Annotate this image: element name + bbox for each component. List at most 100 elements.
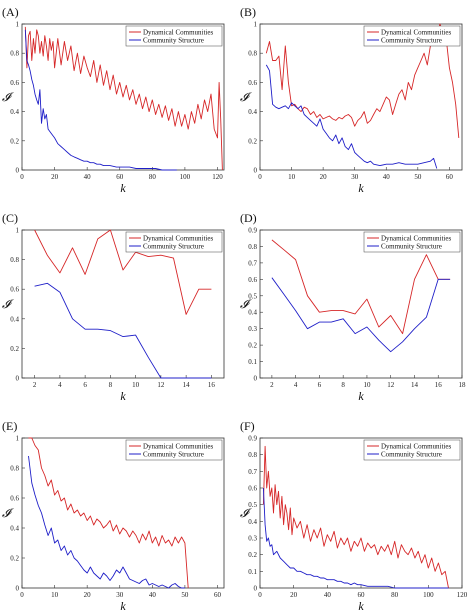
y-tick-label: 0.6 [248,79,257,87]
x-tick-label: 0 [20,173,24,181]
y-tick-label: 0.4 [248,518,257,526]
panel-label: (D) [240,211,257,225]
chart-panel-2: (B) 0 10 20 30 40 50 60 0 0.2 0.4 0.6 0.8 1 k 𝓘 Dynamica… [240,5,463,195]
legend-entry: Community Structure [143,37,204,45]
x-tick-label: 100 [180,173,191,181]
x-tick-label: 0 [258,591,262,599]
x-tick-label: 14 [183,381,191,389]
panel-label: (E) [2,419,17,433]
legend-box [363,25,461,47]
y-tick-label: 0.8 [10,50,19,58]
x-tick-label: 60 [214,591,222,599]
y-tick-label: 0.6 [10,286,19,294]
x-tick-label: 40 [84,173,92,181]
y-axis-label: 𝓘 [2,297,14,311]
y-tick-label: 0 [16,375,20,383]
x-tick-label: 6 [318,381,322,389]
chart-panel-1: (A) 0 20 40 60 80 100 120 0 0.2 0.4 0.6 0.8 1 k 𝓘 Dynami… [2,5,225,195]
x-tick-label: 12 [387,381,395,389]
x-axis-label: k [120,599,126,610]
y-tick-label: 0.8 [248,243,257,251]
x-tick-label: 120 [212,173,223,181]
plot-frame [21,23,225,171]
y-tick-label: 0.4 [10,525,19,533]
x-tick-label: 60 [116,173,124,181]
legend-entry: Community Structure [381,37,442,45]
y-tick-label: 0.2 [10,555,19,563]
x-tick-label: 40 [324,591,332,599]
chart-panel-3: (C) 2 4 6 8 10 12 14 16 0 0.2 0.4 0.6 0.8 1 k 𝓘 Dynamical… [2,211,225,403]
y-tick-label: 0.3 [248,325,257,333]
y-tick-label: 0.8 [248,50,257,58]
y-tick-label: 1 [16,227,20,235]
series-line-community-structure [24,29,177,171]
x-axis-label: k [358,389,364,403]
legend-entry: Community Structure [143,243,204,251]
x-tick-label: 10 [363,381,371,389]
x-tick-label: 20 [84,591,92,599]
panel-label: (B) [240,5,256,19]
y-tick-label: 0.9 [248,227,257,235]
y-tick-label: 1 [16,21,20,29]
legend-box [125,25,223,47]
series-line-dynamical-communities [262,445,449,589]
x-tick-label: 8 [109,381,113,389]
x-tick-label: 40 [383,173,391,181]
plot-frame [259,23,463,171]
series-line-dynamical-communities [28,437,189,589]
y-tick-label: 0 [254,585,258,593]
x-tick-label: 80 [149,173,157,181]
x-tick-label: 20 [51,173,59,181]
x-tick-label: 30 [116,591,124,599]
y-tick-label: 0.4 [10,108,19,116]
y-tick-label: 0.2 [248,551,257,559]
y-tick-label: 0.3 [248,535,257,543]
x-tick-label: 18 [459,381,467,389]
y-tick-label: 0.6 [248,276,257,284]
y-tick-label: 0.9 [248,435,257,443]
x-axis-label: k [120,181,126,195]
legend-entry: Dynamical Communities [143,443,213,451]
series-line-dynamical-communities [271,239,451,335]
legend-entry: Community Structure [381,243,442,251]
x-tick-label: 8 [341,381,345,389]
x-tick-label: 60 [446,173,454,181]
x-tick-label: 100 [423,591,434,599]
x-tick-label: 40 [149,591,157,599]
series-line-community-structure [28,455,185,589]
y-tick-label: 0.2 [10,345,19,353]
y-tick-label: 0.8 [10,465,19,473]
x-tick-label: 12 [157,381,165,389]
x-tick-label: 6 [83,381,87,389]
x-tick-label: 0 [20,591,24,599]
panel-label: (A) [2,5,19,19]
y-tick-label: 0.4 [10,315,19,323]
x-tick-label: 30 [351,173,359,181]
plot-frame [259,229,463,379]
x-tick-label: 14 [411,381,419,389]
y-tick-label: 0.2 [248,137,257,145]
y-tick-label: 0 [16,167,20,175]
y-tick-label: 0.8 [248,451,257,459]
x-tick-label: 16 [208,381,216,389]
y-axis-label: 𝓘 [240,90,252,104]
series-line-dynamical-communities [265,23,460,138]
y-tick-label: 0.2 [248,342,257,350]
panel-label: (F) [240,419,255,433]
legend-box [125,231,223,253]
x-axis-label: k [358,599,364,610]
y-tick-label: 0.6 [10,79,19,87]
x-tick-label: 10 [132,381,140,389]
x-tick-label: 10 [288,173,296,181]
x-tick-label: 2 [33,381,37,389]
legend-entry: Community Structure [143,451,204,459]
panel-label: (C) [2,211,18,225]
chart-panel-6: (F) 0 20 40 60 80 100 120 0 0.1 0.2 0.3 0.4 0.5 0.6 0.7… [240,419,468,610]
series-line-dynamical-communities [24,26,223,171]
x-tick-label: 2 [270,381,274,389]
plot-frame [21,437,225,589]
x-tick-label: 50 [181,591,189,599]
